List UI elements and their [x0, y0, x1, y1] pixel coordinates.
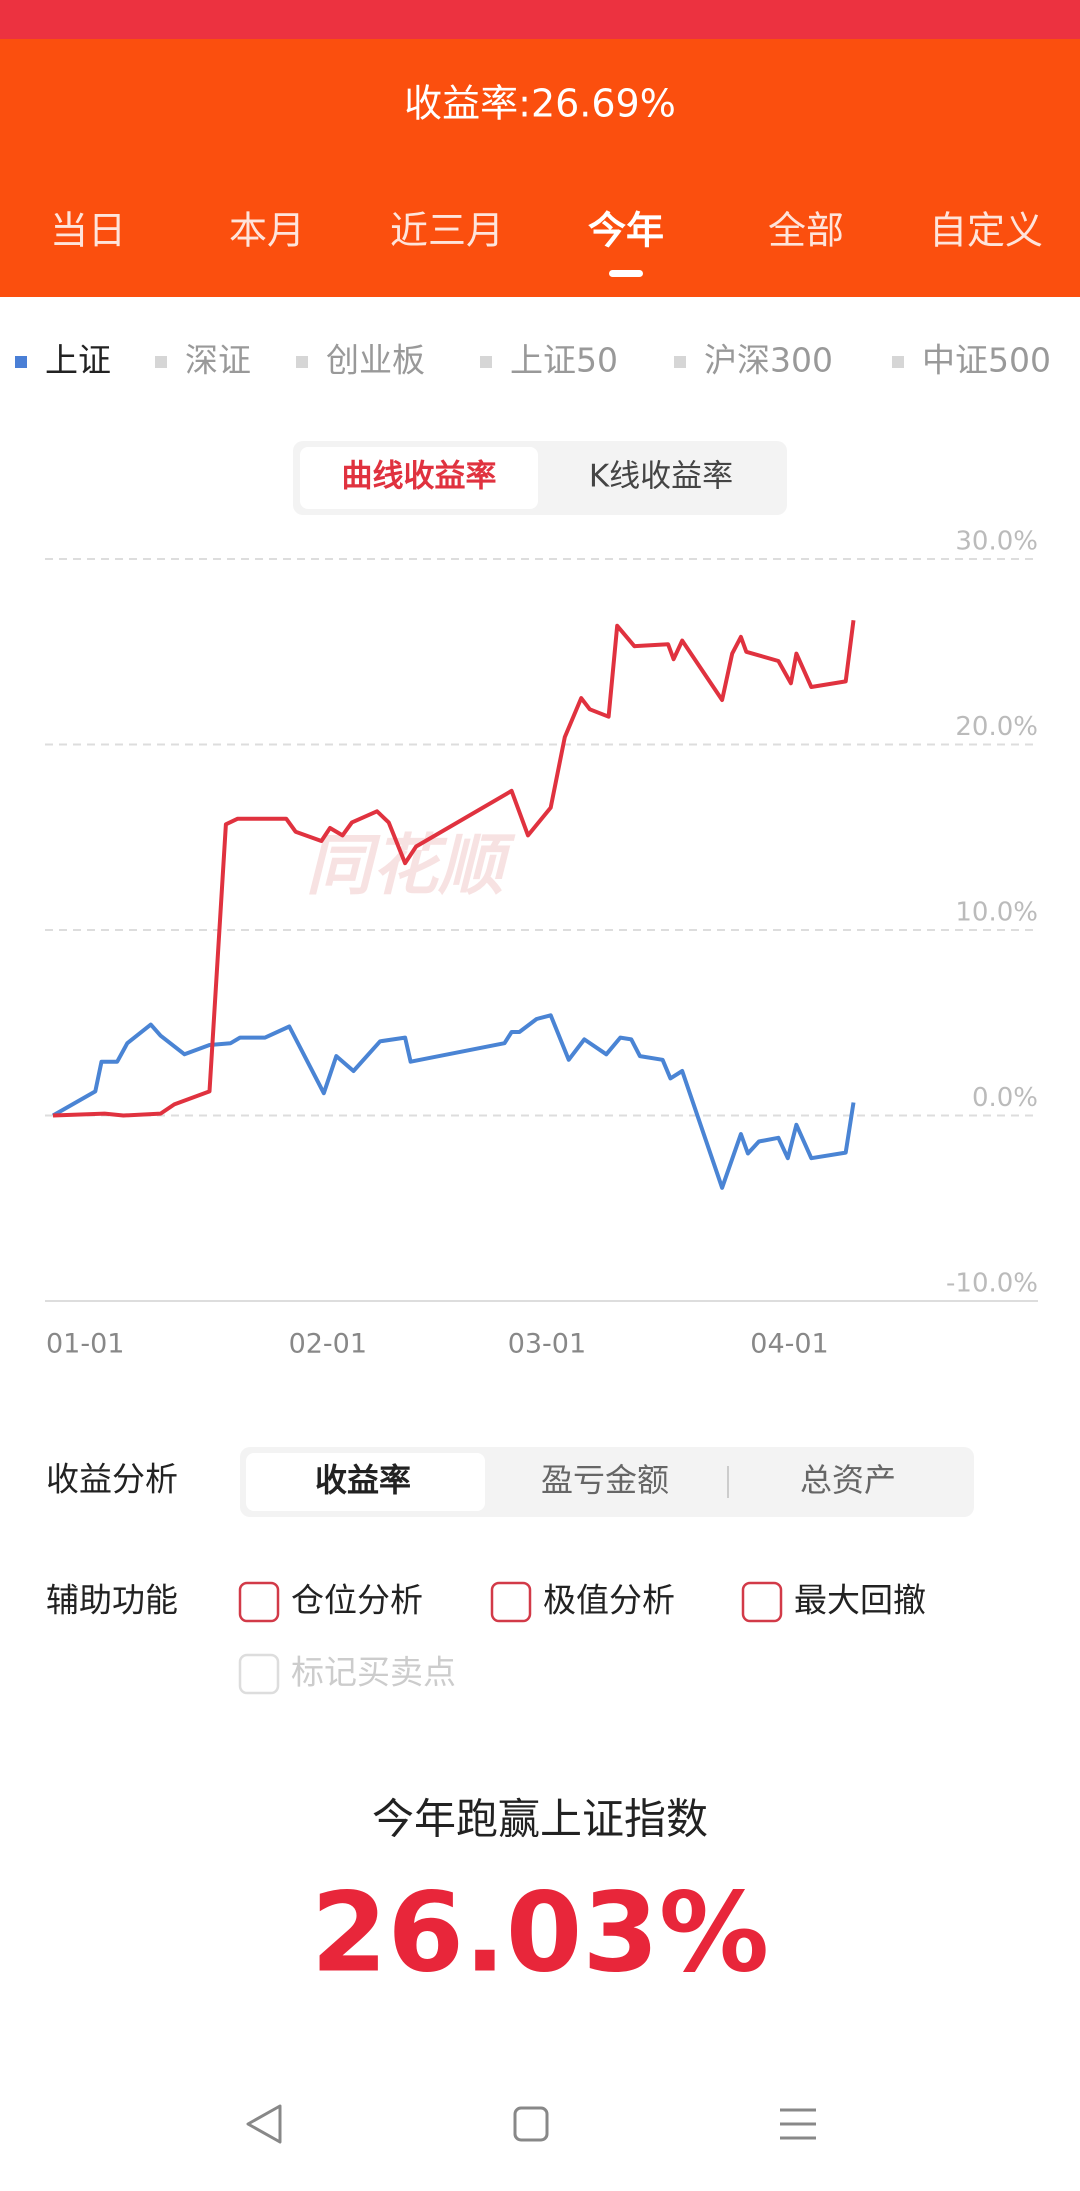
- x-tick-label: 03-01: [508, 1329, 586, 1360]
- aux-label: 辅助功能: [46, 1581, 178, 1620]
- tab[interactable]: 当日: [50, 209, 126, 253]
- legend-item[interactable]: 上证: [45, 341, 111, 380]
- checkbox-label[interactable]: 标记买卖点: [291, 1653, 456, 1692]
- toggle-selected: [300, 447, 538, 509]
- checkbox-label[interactable]: 最大回撤: [794, 1581, 926, 1620]
- y-tick-label: 10.0%: [955, 898, 1038, 928]
- nav-back[interactable]: [246, 2104, 282, 2144]
- analysis-option[interactable]: 收益率: [315, 1461, 411, 1499]
- tab-indicator: [609, 270, 643, 277]
- tab[interactable]: 今年: [588, 209, 664, 253]
- legend-item[interactable]: 创业板: [326, 341, 425, 380]
- legend-item[interactable]: 上证50: [510, 341, 618, 380]
- y-tick-label: 30.0%: [955, 527, 1038, 557]
- legend-marker: [296, 356, 308, 368]
- series-line: [52, 619, 856, 1118]
- tab[interactable]: 近三月: [390, 209, 504, 253]
- checkbox-label[interactable]: 极值分析: [543, 1581, 675, 1620]
- checkbox[interactable]: [490, 1581, 532, 1623]
- nav-menu[interactable]: [780, 2108, 816, 2140]
- analysis-label: 收益分析: [46, 1460, 178, 1499]
- x-tick-label: 02-01: [289, 1329, 367, 1360]
- tab[interactable]: 自定义: [929, 209, 1043, 253]
- segment-selected: [246, 1453, 485, 1511]
- toggle-option[interactable]: K线收益率: [589, 459, 733, 495]
- legend-marker: [892, 356, 904, 368]
- checkbox-label[interactable]: 仓位分析: [291, 1581, 423, 1620]
- checkbox[interactable]: [741, 1581, 783, 1623]
- series-line: [52, 1013, 856, 1190]
- y-tick-label: 0.0%: [972, 1083, 1038, 1113]
- checkbox[interactable]: [238, 1581, 280, 1623]
- legend-item[interactable]: 中证500: [922, 341, 1051, 380]
- legend-marker: [15, 356, 27, 368]
- y-tick-label: 20.0%: [955, 712, 1038, 742]
- legend-marker: [480, 356, 492, 368]
- x-tick-label: 01-01: [46, 1329, 124, 1360]
- legend-item[interactable]: 沪深300: [704, 341, 833, 380]
- header: [0, 39, 1080, 297]
- legend-item[interactable]: 深证: [185, 341, 251, 380]
- x-tick-label: 04-01: [750, 1329, 828, 1360]
- status-bar: [0, 0, 1080, 40]
- watermark: 同花顺: [306, 827, 516, 904]
- analysis-option[interactable]: 总资产: [800, 1461, 896, 1499]
- analysis-option[interactable]: 盈亏金额: [541, 1461, 669, 1499]
- header-title: 收益率:26.69%: [404, 82, 676, 126]
- nav-home[interactable]: [513, 2106, 549, 2142]
- tab[interactable]: 全部: [768, 209, 844, 253]
- y-tick-label: -10.0%: [946, 1269, 1038, 1299]
- summary-caption: 今年跑赢上证指数: [372, 1795, 708, 1844]
- tab[interactable]: 本月: [229, 209, 305, 253]
- summary-value: 26.03%: [311, 1868, 769, 1996]
- legend-marker: [674, 356, 686, 368]
- checkbox[interactable]: [238, 1653, 280, 1695]
- toggle-option[interactable]: 曲线收益率: [342, 459, 497, 495]
- legend-marker: [155, 356, 167, 368]
